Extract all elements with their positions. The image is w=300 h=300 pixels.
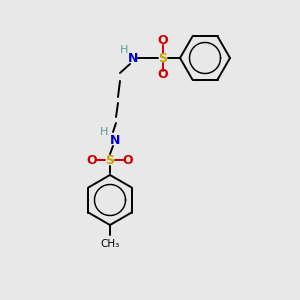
Text: O: O bbox=[123, 154, 133, 166]
Text: H: H bbox=[120, 45, 128, 55]
Text: S: S bbox=[158, 52, 167, 64]
Text: H: H bbox=[100, 127, 108, 137]
Text: N: N bbox=[128, 52, 138, 64]
Text: CH₃: CH₃ bbox=[100, 239, 120, 249]
Text: O: O bbox=[158, 68, 168, 82]
Text: O: O bbox=[87, 154, 97, 166]
Text: O: O bbox=[158, 34, 168, 47]
Text: N: N bbox=[110, 134, 120, 146]
Text: S: S bbox=[106, 154, 115, 166]
